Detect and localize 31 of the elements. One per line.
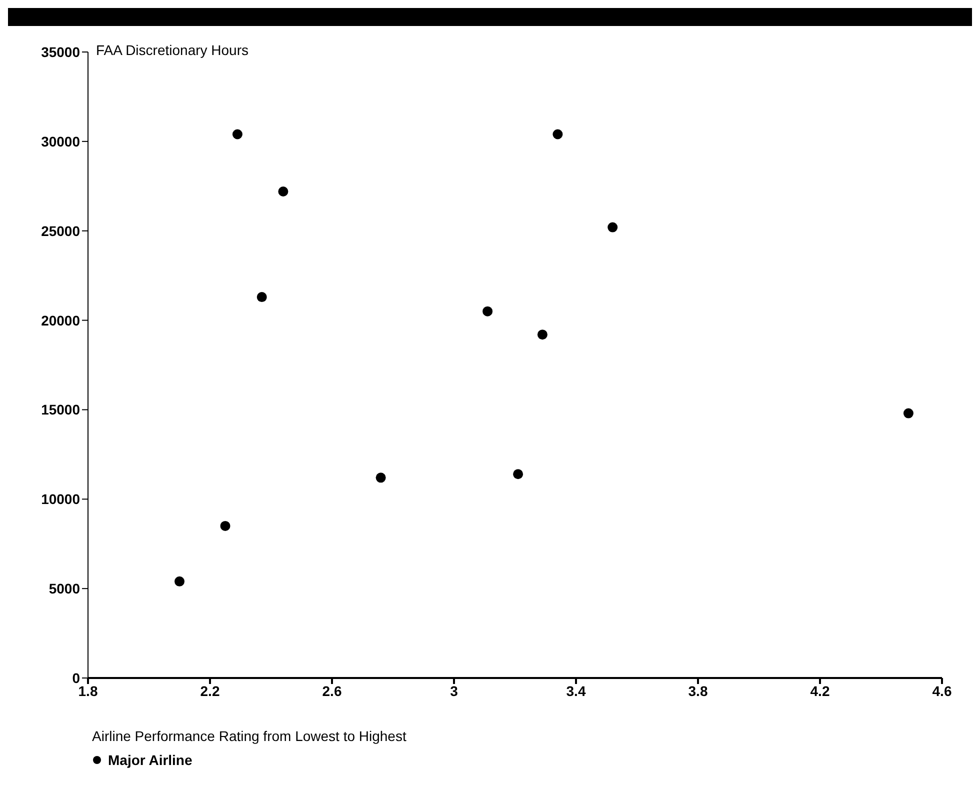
y-tick-label: 35000 [41, 44, 80, 60]
point [537, 330, 548, 340]
point [903, 408, 914, 418]
point [232, 129, 242, 140]
legend-label: Major Airline [107, 752, 192, 768]
point [482, 306, 493, 316]
point [278, 186, 288, 197]
x-tick-label: 2.2 [200, 682, 220, 699]
x-tick-label: 4.2 [810, 682, 830, 699]
point [608, 222, 618, 232]
y-tick-label: 10000 [41, 491, 80, 508]
y-axis-title: FAA Discretionary Hours [96, 42, 248, 58]
y-tick-label: 25000 [41, 222, 80, 239]
x-tick-label: 3.4 [566, 682, 586, 699]
x-tick-label: 1.8 [78, 682, 98, 699]
y-tick-label: 20000 [41, 312, 80, 328]
x-tick-label: 3 [450, 682, 458, 699]
y-tick-label: 30000 [41, 133, 80, 150]
point [552, 129, 563, 140]
x-axis-title: Airline Performance Rating from Lowest to Highest [92, 728, 408, 744]
y-tick-label: 0 [72, 670, 80, 686]
x-tick-label: 4.6 [932, 682, 952, 699]
point [220, 520, 230, 531]
point [256, 292, 267, 302]
point [376, 472, 386, 483]
point [513, 469, 524, 480]
y-tick-label: 15000 [41, 402, 80, 418]
point [174, 576, 184, 586]
y-tick-label: 5000 [48, 580, 80, 597]
x-tick-label: 2.6 [322, 682, 342, 699]
x-tick-label: 3.8 [688, 682, 708, 699]
